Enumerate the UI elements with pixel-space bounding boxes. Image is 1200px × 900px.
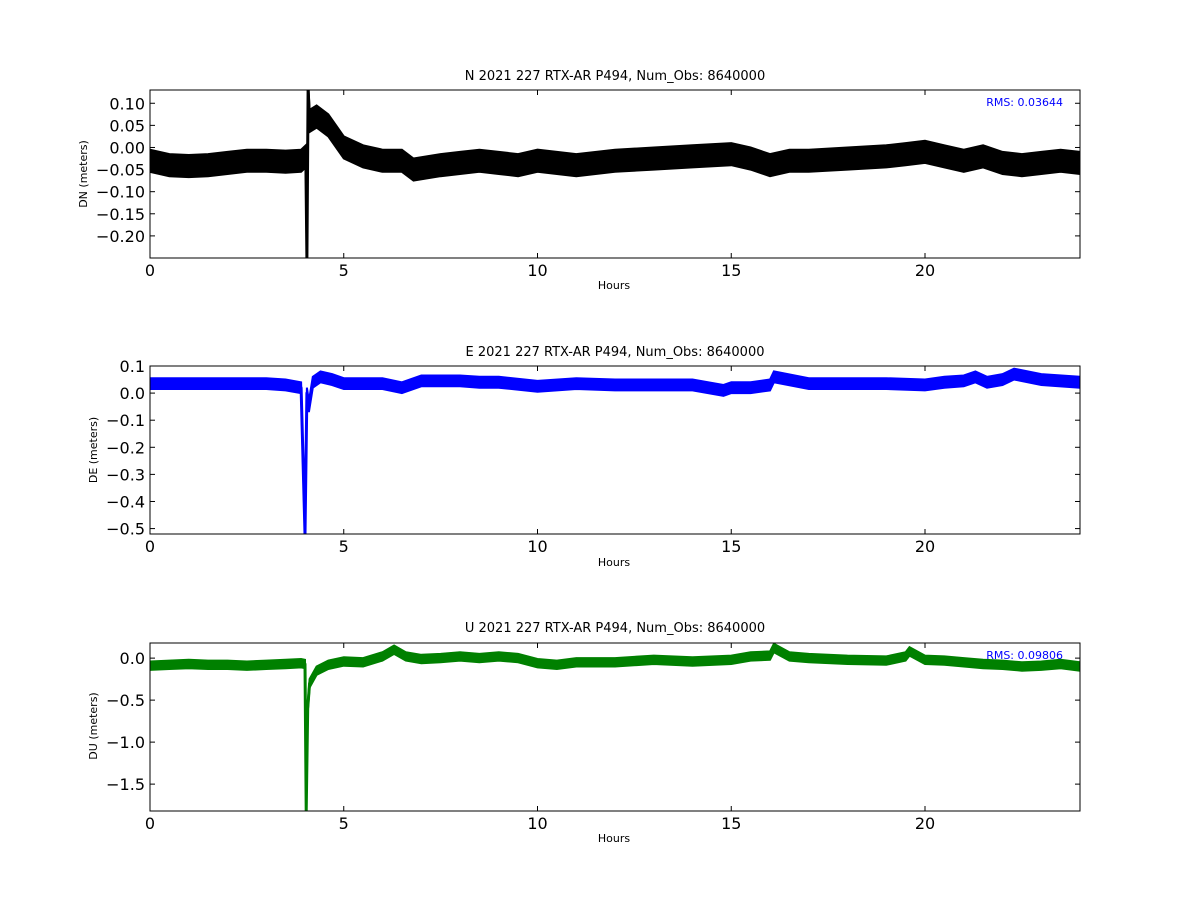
panel-n-title: N 2021 227 RTX-AR P494, Num_Obs: 8640000 bbox=[465, 69, 765, 84]
panel-e-xtick-label-10: 10 bbox=[527, 537, 547, 556]
panel-n-ytick-label-2: 0.00 bbox=[109, 138, 145, 157]
panel-n-ytick-label-5: −0.15 bbox=[96, 205, 145, 224]
panel-e-ytick-label-3: −0.2 bbox=[106, 438, 145, 457]
panel-u-frame bbox=[149, 642, 1081, 812]
panel-n-ticks: 0 5 10 15 20 0.10 0.05 0.00 −0.05 −0.10 −0.15 −0.20 bbox=[96, 90, 1080, 280]
panel-u-xtick-label-20: 20 bbox=[915, 814, 935, 833]
panel-e-xtick-label-0: 0 bbox=[145, 537, 155, 556]
panel-e-xtick-label-20: 20 bbox=[915, 537, 935, 556]
panel-e-series-band-0 bbox=[150, 367, 1080, 534]
panel-u-ytick-label-3: −1.5 bbox=[106, 775, 145, 794]
panel-n-xtick-label-5: 5 bbox=[339, 261, 349, 280]
panel-e-series-line-0 bbox=[150, 372, 1080, 534]
panel-e-xtick-label-5: 5 bbox=[339, 537, 349, 556]
panel-e-xtick-label-15: 15 bbox=[721, 537, 741, 556]
panel-n-ytick-label-4: −0.10 bbox=[96, 183, 145, 202]
panel-n-plot bbox=[150, 90, 1080, 258]
panel-e-ytick-label-2: −0.1 bbox=[106, 411, 145, 430]
panel-u-xtick-label-10: 10 bbox=[527, 814, 547, 833]
panel-u-ytick-label-0: 0.0 bbox=[120, 649, 145, 668]
panel-e-xlabel: Hours bbox=[598, 556, 630, 569]
panel-u-xlabel: Hours bbox=[598, 832, 630, 845]
panel-e-ytick-label-1: 0.0 bbox=[120, 384, 145, 403]
panel-n-rms-annotation: RMS: 0.03644 bbox=[986, 96, 1063, 109]
panel-u-series-band-0 bbox=[150, 643, 1080, 811]
panel-n-xtick-label-10: 10 bbox=[527, 261, 547, 280]
panel-e-ytick-label-4: −0.3 bbox=[106, 465, 145, 484]
panel-u-ylabel: DU (meters) bbox=[87, 692, 100, 759]
panel-e-ytick-label-0: 0.1 bbox=[120, 357, 145, 376]
panel-n-frame bbox=[149, 89, 1081, 259]
panel-e-ylabel: DE (meters) bbox=[87, 417, 100, 483]
panel-n-ytick-label-1: 0.05 bbox=[109, 116, 145, 135]
panel-e-ytick-label-6: −0.5 bbox=[106, 520, 145, 539]
panel-n: N 2021 227 RTX-AR P494, Num_Obs: 8640000… bbox=[77, 69, 1081, 292]
panel-e-ticks: 0 5 10 15 20 0.1 0.0 −0.1 −0.2 −0.3 −0.4 −0.5 bbox=[106, 357, 1080, 556]
panel-u-ytick-label-2: −1.0 bbox=[106, 733, 145, 752]
panel-n-ytick-label-6: −0.20 bbox=[96, 227, 145, 246]
panel-u-plot bbox=[150, 643, 1080, 811]
panel-u-xtick-label-5: 5 bbox=[339, 814, 349, 833]
panel-n-ytick-label-3: −0.05 bbox=[96, 161, 145, 180]
panel-e-plot bbox=[150, 367, 1080, 534]
panel-u-title: U 2021 227 RTX-AR P494, Num_Obs: 8640000 bbox=[465, 621, 765, 636]
panel-n-xtick-label-0: 0 bbox=[145, 261, 155, 280]
panel-n-ytick-label-0: 0.10 bbox=[109, 94, 145, 113]
panel-u-rms-annotation: RMS: 0.09806 bbox=[986, 649, 1063, 662]
panel-u-ytick-label-1: −0.5 bbox=[106, 691, 145, 710]
panel-u-xtick-label-0: 0 bbox=[145, 814, 155, 833]
panel-n-xlabel: Hours bbox=[598, 279, 630, 292]
panel-e-frame bbox=[149, 365, 1081, 535]
panel-u: U 2021 227 RTX-AR P494, Num_Obs: 8640000… bbox=[87, 621, 1081, 845]
panel-n-xtick-label-15: 15 bbox=[721, 261, 741, 280]
panel-e: E 2021 227 RTX-AR P494, Num_Obs: 8640000… bbox=[87, 345, 1081, 569]
panel-n-ylabel: DN (meters) bbox=[77, 140, 90, 208]
panel-n-series-band-0 bbox=[150, 90, 1080, 258]
panel-e-title: E 2021 227 RTX-AR P494, Num_Obs: 8640000 bbox=[466, 345, 765, 360]
panel-n-series-line-0 bbox=[150, 90, 1080, 258]
panel-u-series-line-0 bbox=[150, 646, 1080, 811]
panel-n-xtick-label-20: 20 bbox=[915, 261, 935, 280]
panel-e-ytick-label-5: −0.4 bbox=[106, 492, 145, 511]
panel-u-xtick-label-15: 15 bbox=[721, 814, 741, 833]
panel-u-ticks: 0 5 10 15 20 0.0 −0.5 −1.0 −1.5 bbox=[106, 643, 1080, 833]
